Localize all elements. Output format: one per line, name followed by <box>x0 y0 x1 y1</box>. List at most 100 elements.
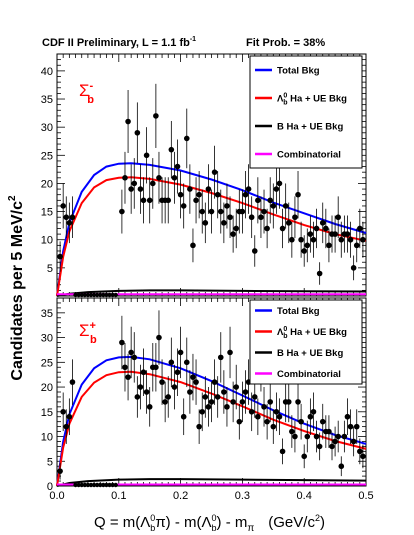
upper-panel: 5 10 15 20 25 30 35 40 Σ-b Total Bkg Λ0 b Ha + UE B… <box>41 53 367 298</box>
y-tick-label: 20 <box>41 178 53 190</box>
data-point <box>332 231 338 237</box>
y-tick-label: 20 <box>41 382 53 394</box>
data-point <box>168 359 175 366</box>
data-point <box>267 399 274 405</box>
data-point <box>171 175 178 181</box>
data-point <box>66 413 73 420</box>
data-point <box>360 453 366 460</box>
data-point <box>344 231 351 237</box>
particle-label: Σ-b <box>79 80 94 106</box>
data-point <box>156 175 162 181</box>
x-tick-label: 0.1 <box>111 490 126 502</box>
zero-bin-point <box>91 482 97 488</box>
data-point <box>326 242 332 249</box>
data-point <box>264 418 270 425</box>
data-point <box>357 448 363 455</box>
y-tick-label: 40 <box>41 66 53 78</box>
data-point <box>122 175 128 181</box>
zero-bin-point <box>98 292 103 298</box>
legend-label: Total Bkg <box>277 306 320 317</box>
x-tick-label: 0.0 <box>49 490 64 502</box>
data-point <box>146 404 153 410</box>
data-point <box>261 208 267 215</box>
y-tick-label: 15 <box>41 407 53 419</box>
data-point <box>245 186 252 192</box>
data-point <box>239 208 246 215</box>
data-point <box>276 413 283 420</box>
figure-header: CDF II Preliminary, L = 1.1 fb-1 <box>42 36 196 49</box>
zero-bin-point <box>79 482 84 488</box>
data-point <box>276 180 283 187</box>
data-point <box>187 389 193 395</box>
fit-probability: Fit Prob. = 38% <box>246 37 325 49</box>
data-point <box>171 384 178 390</box>
data-point <box>134 129 141 136</box>
data-point <box>285 220 292 226</box>
y-tick-label: 25 <box>41 150 53 162</box>
data-point <box>180 203 187 209</box>
data-point <box>57 468 63 474</box>
data-point <box>199 408 206 415</box>
data-point <box>128 349 134 356</box>
data-point <box>319 418 326 425</box>
zero-bin-point <box>88 292 94 298</box>
x-axis-label: Q = m(Λ0 bπ) - m(Λ0 b) - mπ (GeV/c2) <box>94 513 325 534</box>
data-point <box>224 404 230 410</box>
zero-bin-point <box>76 482 81 488</box>
data-point <box>310 408 317 415</box>
data-point <box>131 354 138 361</box>
data-point <box>242 389 249 395</box>
zero-bin-point <box>94 482 100 488</box>
data-point <box>205 186 212 192</box>
data-point <box>165 394 172 400</box>
data-point <box>258 214 264 221</box>
data-point <box>205 404 212 410</box>
data-point <box>279 448 286 455</box>
y-tick-label: 0 <box>47 481 53 493</box>
data-point <box>298 236 304 243</box>
legend-label: B Ha + UE Bkg <box>277 348 343 359</box>
zero-bin-point <box>91 292 97 298</box>
data-point <box>295 191 301 198</box>
data-point <box>190 242 196 249</box>
data-point <box>125 374 131 380</box>
data-point <box>242 191 249 198</box>
data-point <box>347 236 354 243</box>
zero-bin-point <box>73 482 78 488</box>
y-tick-label: 15 <box>41 207 53 219</box>
data-point <box>236 418 243 425</box>
data-point <box>196 423 202 430</box>
y-tick-label: 25 <box>41 357 53 369</box>
data-point <box>248 408 255 415</box>
data-point <box>270 423 277 430</box>
data-point <box>255 413 261 420</box>
data-point <box>199 208 206 215</box>
zero-bin-point <box>94 292 100 298</box>
zero-bin-point <box>110 482 115 488</box>
zero-bin-point <box>98 482 103 488</box>
data-point <box>143 152 150 159</box>
zero-bin-point <box>104 482 109 488</box>
data-point <box>289 428 295 435</box>
data-point <box>193 379 199 385</box>
zero-bin-point <box>82 292 88 298</box>
y-tick-label: 5 <box>47 456 53 468</box>
data-point <box>119 208 125 215</box>
data-point <box>316 270 323 277</box>
zero-bin-point <box>113 292 118 298</box>
data-point <box>149 180 156 187</box>
legend-label: Λ0 b Ha + UE Bkg <box>277 93 347 107</box>
data-point <box>295 399 301 405</box>
zero-bin-point <box>79 292 84 298</box>
data-point <box>66 220 73 226</box>
data-point <box>233 384 240 390</box>
data-point <box>289 236 295 243</box>
data-point <box>187 186 193 192</box>
data-point <box>214 394 221 400</box>
data-point <box>233 225 240 232</box>
data-point <box>301 248 308 254</box>
y-tick-label: 35 <box>41 308 53 320</box>
curve-bha <box>56 478 367 487</box>
data-point <box>307 413 314 420</box>
data-point <box>316 443 323 450</box>
